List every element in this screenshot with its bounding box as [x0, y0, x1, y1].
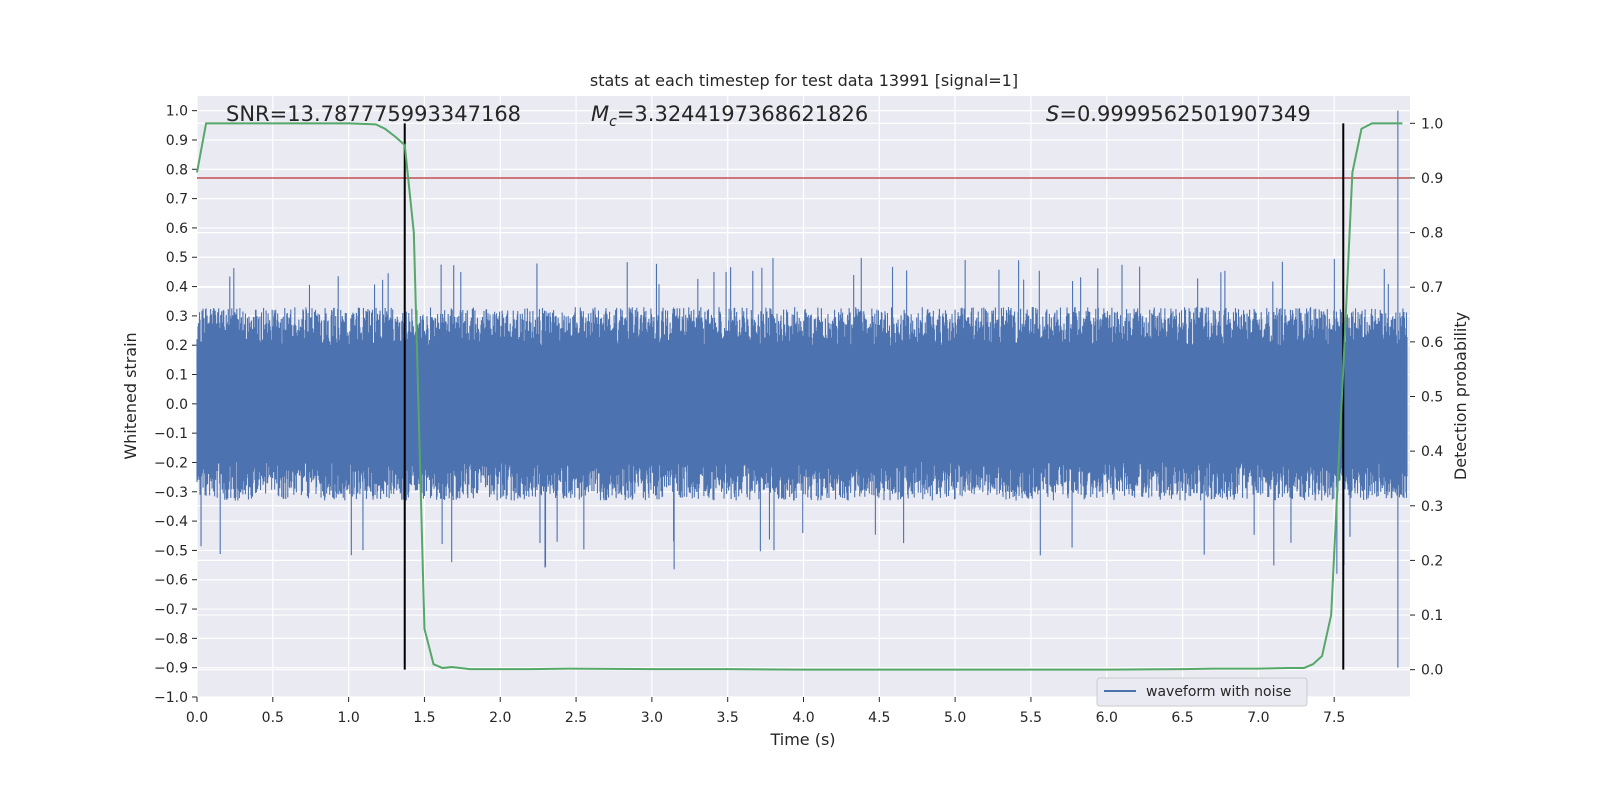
y-tick-label: 0.1 — [166, 368, 188, 384]
x-tick-label: 2.0 — [489, 710, 511, 726]
x-tick-label: 4.5 — [868, 710, 890, 726]
y-tick-label: 0.5 — [166, 250, 188, 266]
y2-tick-label: 0.4 — [1421, 444, 1443, 460]
waveform-series — [196, 110, 1408, 668]
chirp-mass-symbol: M — [591, 102, 609, 126]
x-tick-label: 1.5 — [413, 710, 435, 726]
detection-probability-series — [196, 122, 1403, 671]
y-tick-label: 0.0 — [166, 397, 188, 413]
y2-tick-label: 0.9 — [1421, 171, 1443, 187]
overlay-lines — [197, 123, 1410, 670]
y2-tick-label: 1.0 — [1421, 116, 1443, 132]
y-tick-label: 0.8 — [166, 162, 188, 178]
x-axis-title: Time (s) — [769, 730, 835, 749]
x-tick-label: 6.0 — [1096, 710, 1118, 726]
y-tick-label: 0.9 — [166, 133, 188, 149]
chirp-mass-annotation: Mc=3.3244197368621826 — [591, 102, 868, 130]
x-tick-label: 3.5 — [717, 710, 739, 726]
y-tick-label: −1.0 — [154, 690, 188, 706]
y-tick-label: 0.6 — [166, 221, 188, 237]
y2-tick-label: 0.1 — [1421, 608, 1443, 624]
y-tick-label: −0.5 — [154, 543, 188, 559]
x-tick-label: 0.0 — [186, 710, 208, 726]
y-tick-label: −0.2 — [154, 455, 188, 471]
x-tick-label: 1.0 — [337, 710, 359, 726]
x-tick-label: 5.5 — [1020, 710, 1042, 726]
y-tick-label: −0.6 — [154, 573, 188, 589]
legend: waveform with noise — [1096, 677, 1308, 707]
y-axis-left: 1.0 0.9 0.8 0.7 0.6 0.5 0.4 0.3 0.2 0.1 0.0 −0.1 −0.… — [154, 104, 197, 706]
s-value: =0.9999562501907349 — [1059, 102, 1310, 126]
chart-title: stats at each timestep for test data 139… — [590, 71, 1018, 90]
y-axis-title: Whitened strain — [121, 332, 140, 459]
y2-tick-label: 0.8 — [1421, 226, 1443, 242]
detection-probability-line — [196, 122, 1403, 671]
y-tick-label: 1.0 — [166, 104, 188, 120]
x-axis: 0.0 0.5 1.0 1.5 2.0 2.5 3.0 3.5 4.0 4.5 5.0 5.5 6.0 6… — [186, 697, 1345, 726]
x-tick-label: 4.0 — [792, 710, 814, 726]
y-tick-label: 0.3 — [166, 309, 188, 325]
x-tick-label: 6.5 — [1171, 710, 1193, 726]
s-symbol: S — [1046, 102, 1059, 126]
y-tick-label: −0.7 — [154, 602, 188, 618]
y-tick-label: −0.9 — [154, 661, 188, 677]
y-tick-label: −0.4 — [154, 514, 188, 530]
y2-tick-label: 0.0 — [1421, 663, 1443, 679]
x-tick-label: 5.0 — [944, 710, 966, 726]
y2-tick-label: 0.6 — [1421, 335, 1443, 351]
y-tick-label: 0.7 — [166, 192, 188, 208]
y2-tick-label: 0.2 — [1421, 553, 1443, 569]
s-annotation: S=0.9999562501907349 — [1046, 102, 1311, 126]
y-axis-right: 1.0 0.9 0.8 0.7 0.6 0.5 0.4 0.3 0.2 0.1 0.0 — [1410, 116, 1443, 679]
y-tick-label: −0.8 — [154, 631, 188, 647]
waveform-line — [196, 110, 1408, 668]
y2-tick-label: 0.5 — [1421, 390, 1443, 406]
y-tick-label: 0.4 — [166, 280, 188, 296]
chirp-mass-subscript: c — [609, 114, 617, 130]
legend-box — [1096, 677, 1308, 707]
x-tick-label: 3.0 — [641, 710, 663, 726]
snr-annotation: SNR=13.787775993347168 — [226, 102, 521, 126]
x-tick-label: 7.0 — [1247, 710, 1269, 726]
y2-tick-label: 0.7 — [1421, 280, 1443, 296]
y2-axis-title: Detection probability — [1451, 312, 1470, 480]
y-tick-label: −0.1 — [154, 426, 188, 442]
y-tick-label: 0.2 — [166, 338, 188, 354]
chirp-mass-value: =3.3244197368621826 — [617, 102, 868, 126]
y2-tick-label: 0.3 — [1421, 499, 1443, 515]
y-tick-label: −0.3 — [154, 485, 188, 501]
x-tick-label: 2.5 — [565, 710, 587, 726]
x-tick-label: 0.5 — [262, 710, 284, 726]
legend-label: waveform with noise — [1146, 684, 1291, 700]
x-tick-label: 7.5 — [1323, 710, 1345, 726]
